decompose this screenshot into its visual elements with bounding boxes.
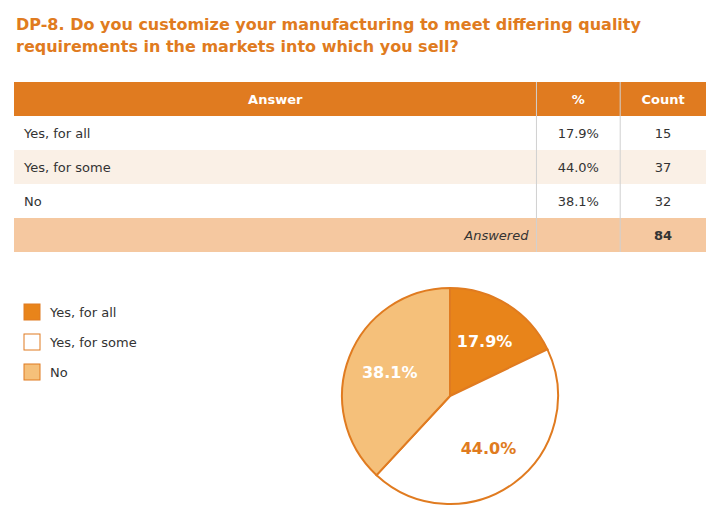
- table-separator: [620, 82, 621, 252]
- background: [0, 0, 720, 516]
- legend-swatch: [24, 304, 40, 320]
- legend-label: Yes, for all: [49, 305, 116, 320]
- legend-swatch: [24, 364, 40, 380]
- table-percent: 44.0%: [558, 160, 599, 175]
- legend-swatch: [24, 334, 40, 350]
- data-label: 38.1%: [362, 363, 418, 382]
- table-answer: Yes, for all: [23, 126, 90, 141]
- table-footer: [14, 218, 706, 252]
- chart-container: DP-8. Do you customize your manufacturin…: [0, 0, 720, 516]
- table-header-label: Answer: [248, 92, 303, 107]
- legend-label: No: [50, 365, 68, 380]
- footer-label: Answered: [463, 228, 529, 243]
- pie-labels: 17.9% 44.0% 38.1%: [362, 332, 516, 458]
- table-count: 32: [655, 194, 672, 209]
- table: Answer% Count Yes, for all 17.9% 15 Yes, for …: [14, 82, 706, 252]
- data-label: 17.9%: [457, 332, 513, 351]
- table-answer: No: [24, 194, 42, 209]
- pie-slice: [342, 288, 450, 475]
- table-row: [14, 116, 706, 150]
- pie: [342, 288, 558, 504]
- table-header-label: Count: [641, 92, 684, 107]
- table-separator: [536, 82, 537, 252]
- table-percent: 38.1%: [558, 194, 599, 209]
- table-count: 15: [655, 126, 672, 141]
- data-label: 44.0%: [461, 439, 517, 458]
- legend-label: Yes, for some: [49, 335, 137, 350]
- title: DP-8. Do you customize your manufacturin…: [16, 15, 642, 56]
- chart: DP-8. Do you customize your manufacturin…: [0, 0, 720, 516]
- table-answer: Yes, for some: [23, 160, 111, 175]
- table-header-label: %: [572, 92, 585, 107]
- table-row: [14, 150, 706, 184]
- legend: Yes, for all Yes, for some No: [24, 304, 137, 380]
- table-percent: 17.9%: [558, 126, 599, 141]
- table-count: 37: [655, 160, 672, 175]
- table-row: [14, 184, 706, 218]
- footer-count: 84: [654, 228, 672, 243]
- table-header: [14, 82, 706, 116]
